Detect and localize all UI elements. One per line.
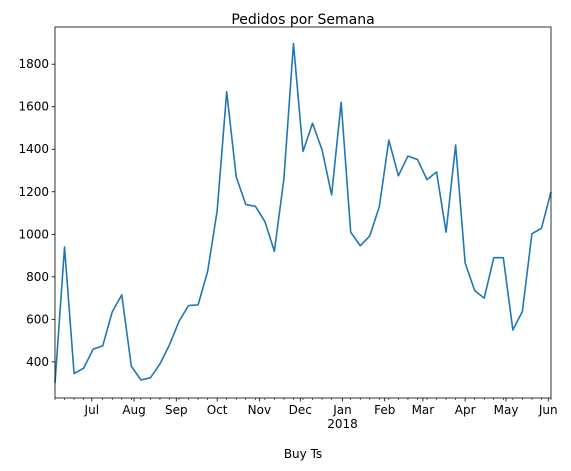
x-tick-label: May <box>494 403 519 417</box>
x-tick-label: Oct <box>207 403 228 417</box>
y-tick-label: 1600 <box>18 100 49 114</box>
x-tick-label: Jan <box>332 403 352 417</box>
series-line <box>54 42 552 384</box>
y-axis: 400 600 800 1000 1200 1400 1600 1800 <box>18 57 55 369</box>
y-tick-label: 600 <box>26 312 49 326</box>
x-tick-label: Mar <box>412 403 435 417</box>
x-tick-label: Feb <box>374 403 395 417</box>
x-tick-label: Jul <box>84 403 99 417</box>
y-tick-label: 1000 <box>18 227 49 241</box>
y-tick-label: 800 <box>26 270 49 284</box>
x-tick-label: Apr <box>455 403 476 417</box>
x-tick-label: Jun <box>538 403 558 417</box>
x-year-label: 2018 <box>327 417 358 431</box>
x-tick-label: Dec <box>289 403 312 417</box>
y-tick-label: 1800 <box>18 57 49 71</box>
y-tick-label: 1200 <box>18 185 49 199</box>
y-tick-label: 400 <box>26 355 49 369</box>
x-tick-label: Aug <box>122 403 145 417</box>
x-tick-label: Nov <box>248 403 271 417</box>
plot-frame <box>54 26 552 399</box>
chart-title: Pedidos por Semana <box>231 12 374 28</box>
x-tick-label: Sep <box>165 403 188 417</box>
x-axis: Jul Aug Sep Oct Nov Dec Jan Feb Mar Apr May Jun 2018 <box>54 398 558 431</box>
y-tick-label: 1400 <box>18 142 49 156</box>
x-axis-label: Buy Ts <box>284 447 322 461</box>
